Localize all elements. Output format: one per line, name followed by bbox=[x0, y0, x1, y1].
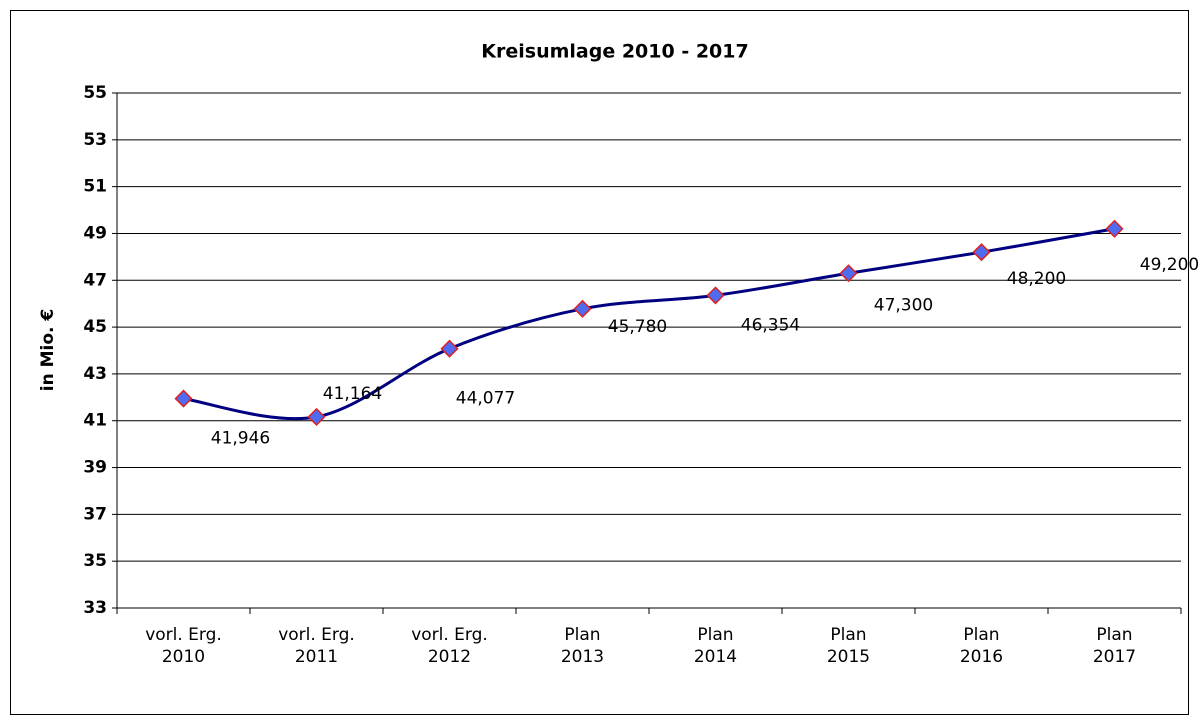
y-tick-label: 47 bbox=[83, 270, 107, 290]
data-label: 49,200 bbox=[1140, 255, 1199, 275]
data-label: 48,200 bbox=[1007, 269, 1066, 289]
chart-title: Kreisumlage 2010 - 2017 bbox=[481, 41, 748, 63]
chart-border bbox=[10, 10, 1189, 715]
data-point bbox=[440, 339, 459, 358]
y-tick-label: 35 bbox=[83, 551, 107, 571]
y-tick-label: 55 bbox=[83, 83, 107, 103]
data-label: 44,077 bbox=[456, 389, 515, 409]
data-label: 41,164 bbox=[323, 384, 382, 404]
y-tick-label: 33 bbox=[83, 598, 107, 618]
data-point bbox=[307, 407, 326, 426]
y-tick-label: 41 bbox=[83, 411, 107, 431]
x-tick-label: Plan bbox=[830, 625, 866, 645]
data-point bbox=[573, 299, 592, 318]
data-point bbox=[706, 286, 725, 305]
data-point bbox=[1105, 219, 1124, 238]
x-tick-label: 2015 bbox=[827, 647, 870, 667]
x-tick-label: 2013 bbox=[561, 647, 604, 667]
data-label: 46,354 bbox=[741, 315, 800, 335]
data-point bbox=[839, 264, 858, 283]
data-label: 41,946 bbox=[211, 429, 270, 449]
data-line bbox=[183, 227, 1115, 421]
x-tick-label: vorl. Erg. bbox=[278, 625, 355, 645]
data-label: 47,300 bbox=[874, 295, 933, 315]
x-tick-label: 2017 bbox=[1093, 647, 1136, 667]
x-tick-label: vorl. Erg. bbox=[145, 625, 222, 645]
y-tick-label: 43 bbox=[83, 364, 107, 384]
x-tick-label: Plan bbox=[963, 625, 999, 645]
y-tick-label: 51 bbox=[83, 177, 107, 197]
y-tick-label: 39 bbox=[83, 458, 107, 478]
data-point bbox=[972, 243, 991, 262]
y-tick-label: 37 bbox=[83, 504, 107, 524]
y-tick-label: 49 bbox=[83, 223, 107, 243]
x-tick-label: 2016 bbox=[960, 647, 1003, 667]
x-tick-label: vorl. Erg. bbox=[411, 625, 488, 645]
x-tick-label: 2010 bbox=[162, 647, 205, 667]
x-tick-label: Plan bbox=[1096, 625, 1132, 645]
y-tick-label: 53 bbox=[83, 130, 107, 150]
data-point bbox=[174, 389, 193, 408]
y-tick-label: 45 bbox=[83, 317, 107, 337]
y-axis-label: in Mio. € bbox=[38, 309, 58, 391]
x-tick-label: 2011 bbox=[295, 647, 338, 667]
x-tick-label: Plan bbox=[697, 625, 733, 645]
x-tick-label: Plan bbox=[564, 625, 600, 645]
x-tick-label: 2014 bbox=[694, 647, 737, 667]
data-label: 45,780 bbox=[608, 317, 667, 337]
x-tick-label: 2012 bbox=[428, 647, 471, 667]
